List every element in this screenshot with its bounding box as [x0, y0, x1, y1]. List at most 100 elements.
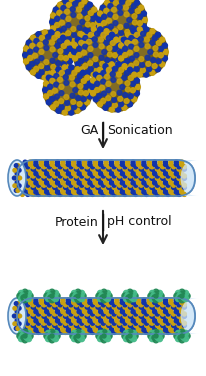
Circle shape	[177, 167, 181, 171]
Circle shape	[137, 181, 140, 185]
Circle shape	[14, 322, 18, 325]
Circle shape	[69, 0, 74, 2]
Circle shape	[128, 167, 132, 171]
Circle shape	[50, 298, 54, 302]
Circle shape	[158, 319, 162, 323]
Circle shape	[93, 328, 97, 332]
Circle shape	[131, 319, 135, 323]
Circle shape	[71, 296, 77, 302]
Circle shape	[64, 312, 68, 316]
Circle shape	[80, 174, 84, 178]
Circle shape	[182, 312, 186, 316]
Circle shape	[112, 183, 116, 187]
Circle shape	[80, 312, 84, 316]
Circle shape	[95, 81, 99, 86]
Circle shape	[153, 297, 159, 303]
Circle shape	[42, 314, 46, 318]
Circle shape	[88, 29, 93, 33]
Circle shape	[77, 181, 81, 185]
Circle shape	[172, 165, 176, 169]
Circle shape	[131, 308, 135, 311]
Circle shape	[177, 193, 181, 196]
Circle shape	[23, 172, 27, 176]
Circle shape	[96, 185, 100, 190]
Circle shape	[58, 323, 62, 327]
Circle shape	[14, 168, 18, 172]
Circle shape	[150, 167, 154, 171]
Circle shape	[177, 312, 181, 316]
Circle shape	[119, 30, 124, 35]
Circle shape	[118, 27, 168, 77]
Circle shape	[50, 78, 55, 83]
Circle shape	[97, 75, 102, 80]
Circle shape	[104, 326, 108, 330]
Circle shape	[45, 300, 49, 305]
Circle shape	[122, 75, 127, 80]
Circle shape	[132, 14, 137, 19]
Circle shape	[128, 305, 132, 309]
Circle shape	[137, 160, 140, 164]
Circle shape	[47, 331, 52, 334]
Circle shape	[103, 64, 108, 69]
Circle shape	[84, 33, 89, 38]
Circle shape	[82, 160, 87, 164]
Circle shape	[66, 172, 70, 176]
Circle shape	[75, 78, 80, 83]
Circle shape	[100, 295, 105, 300]
Circle shape	[119, 102, 124, 107]
Circle shape	[58, 49, 63, 54]
Circle shape	[16, 176, 20, 180]
Circle shape	[158, 160, 162, 164]
Circle shape	[110, 179, 114, 183]
Circle shape	[166, 165, 170, 169]
Circle shape	[72, 188, 76, 192]
Circle shape	[83, 64, 88, 68]
Circle shape	[115, 308, 119, 311]
Circle shape	[75, 108, 80, 113]
Circle shape	[14, 314, 18, 318]
Circle shape	[58, 193, 62, 196]
Circle shape	[177, 183, 181, 187]
Circle shape	[57, 77, 62, 82]
Circle shape	[47, 183, 52, 187]
Circle shape	[155, 176, 159, 180]
Circle shape	[77, 53, 82, 58]
Circle shape	[128, 174, 132, 178]
Circle shape	[161, 176, 165, 180]
Circle shape	[31, 165, 35, 169]
Circle shape	[26, 336, 32, 342]
Circle shape	[182, 193, 186, 196]
Circle shape	[50, 160, 54, 164]
Ellipse shape	[8, 298, 26, 334]
Circle shape	[123, 314, 127, 318]
Circle shape	[69, 174, 73, 178]
Circle shape	[20, 303, 24, 307]
Circle shape	[88, 94, 92, 99]
Circle shape	[23, 291, 27, 296]
Circle shape	[87, 39, 91, 44]
Circle shape	[137, 170, 140, 173]
Circle shape	[37, 185, 41, 190]
Circle shape	[45, 162, 49, 167]
Circle shape	[158, 47, 163, 52]
Circle shape	[58, 165, 62, 169]
Circle shape	[50, 319, 54, 323]
Circle shape	[101, 305, 105, 309]
Circle shape	[148, 333, 154, 339]
Circle shape	[161, 183, 165, 187]
Circle shape	[18, 290, 24, 296]
Circle shape	[31, 303, 35, 307]
Circle shape	[22, 289, 28, 295]
Circle shape	[31, 185, 35, 190]
Circle shape	[37, 167, 41, 171]
Circle shape	[57, 39, 62, 44]
Circle shape	[94, 62, 99, 67]
Circle shape	[39, 49, 44, 54]
Circle shape	[107, 167, 111, 171]
Circle shape	[69, 323, 73, 327]
Circle shape	[131, 32, 136, 36]
Circle shape	[31, 305, 35, 309]
Circle shape	[61, 319, 65, 323]
Circle shape	[169, 160, 173, 164]
Circle shape	[169, 181, 173, 185]
